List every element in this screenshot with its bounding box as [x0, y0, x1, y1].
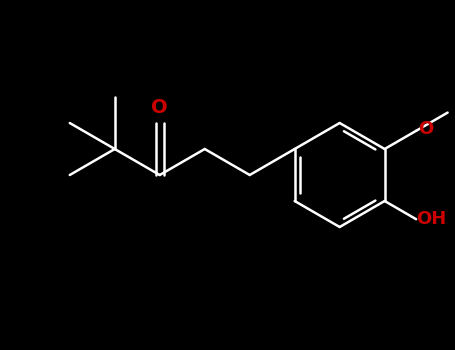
- Text: O: O: [152, 98, 168, 117]
- Text: O: O: [418, 120, 433, 138]
- Text: OH: OH: [416, 210, 446, 228]
